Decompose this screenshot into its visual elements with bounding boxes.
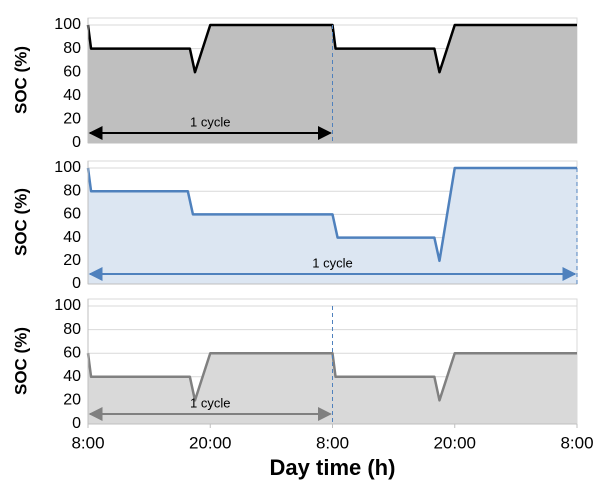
y-tick-label: 60: [63, 206, 81, 223]
x-tick-label: 20:00: [433, 433, 476, 452]
x-tick-label: 8:00: [316, 433, 349, 452]
area-fill: [88, 353, 577, 424]
y-tick-label: 20: [63, 252, 81, 269]
y-tick-label: 100: [54, 16, 81, 33]
soc-line: [86, 351, 577, 402]
area-fill: [88, 168, 577, 284]
y-tick-label: 0: [72, 134, 81, 151]
cycle-label: 1 cycle: [190, 114, 230, 129]
y-tick-label: 60: [63, 344, 81, 361]
y-axis-label: SOC (%): [11, 188, 30, 256]
x-tick-label: 8:00: [560, 433, 593, 452]
y-tick-label: 40: [63, 368, 81, 385]
y-tick-label: 0: [72, 415, 81, 432]
y-tick-label: 80: [63, 321, 81, 338]
x-tick-label: 20:00: [189, 433, 232, 452]
soc-line: [86, 166, 577, 263]
x-axis-label: Day time (h): [270, 455, 396, 480]
y-tick-label: 100: [54, 159, 81, 176]
y-tick-label: 20: [63, 111, 81, 128]
x-tick-label: 8:00: [71, 433, 104, 452]
y-tick-label: 20: [63, 392, 81, 409]
y-tick-label: 100: [54, 297, 81, 314]
y-tick-label: 40: [63, 87, 81, 104]
y-axis-label: SOC (%): [11, 327, 30, 395]
y-tick-label: 80: [63, 40, 81, 57]
cycle-label: 1 cycle: [190, 395, 230, 410]
y-tick-label: 80: [63, 182, 81, 199]
y-tick-label: 0: [72, 275, 81, 292]
y-axis-label: SOC (%): [11, 46, 30, 114]
y-tick-label: 40: [63, 229, 81, 246]
y-tick-label: 60: [63, 63, 81, 80]
cycle-label: 1 cycle: [312, 255, 352, 270]
